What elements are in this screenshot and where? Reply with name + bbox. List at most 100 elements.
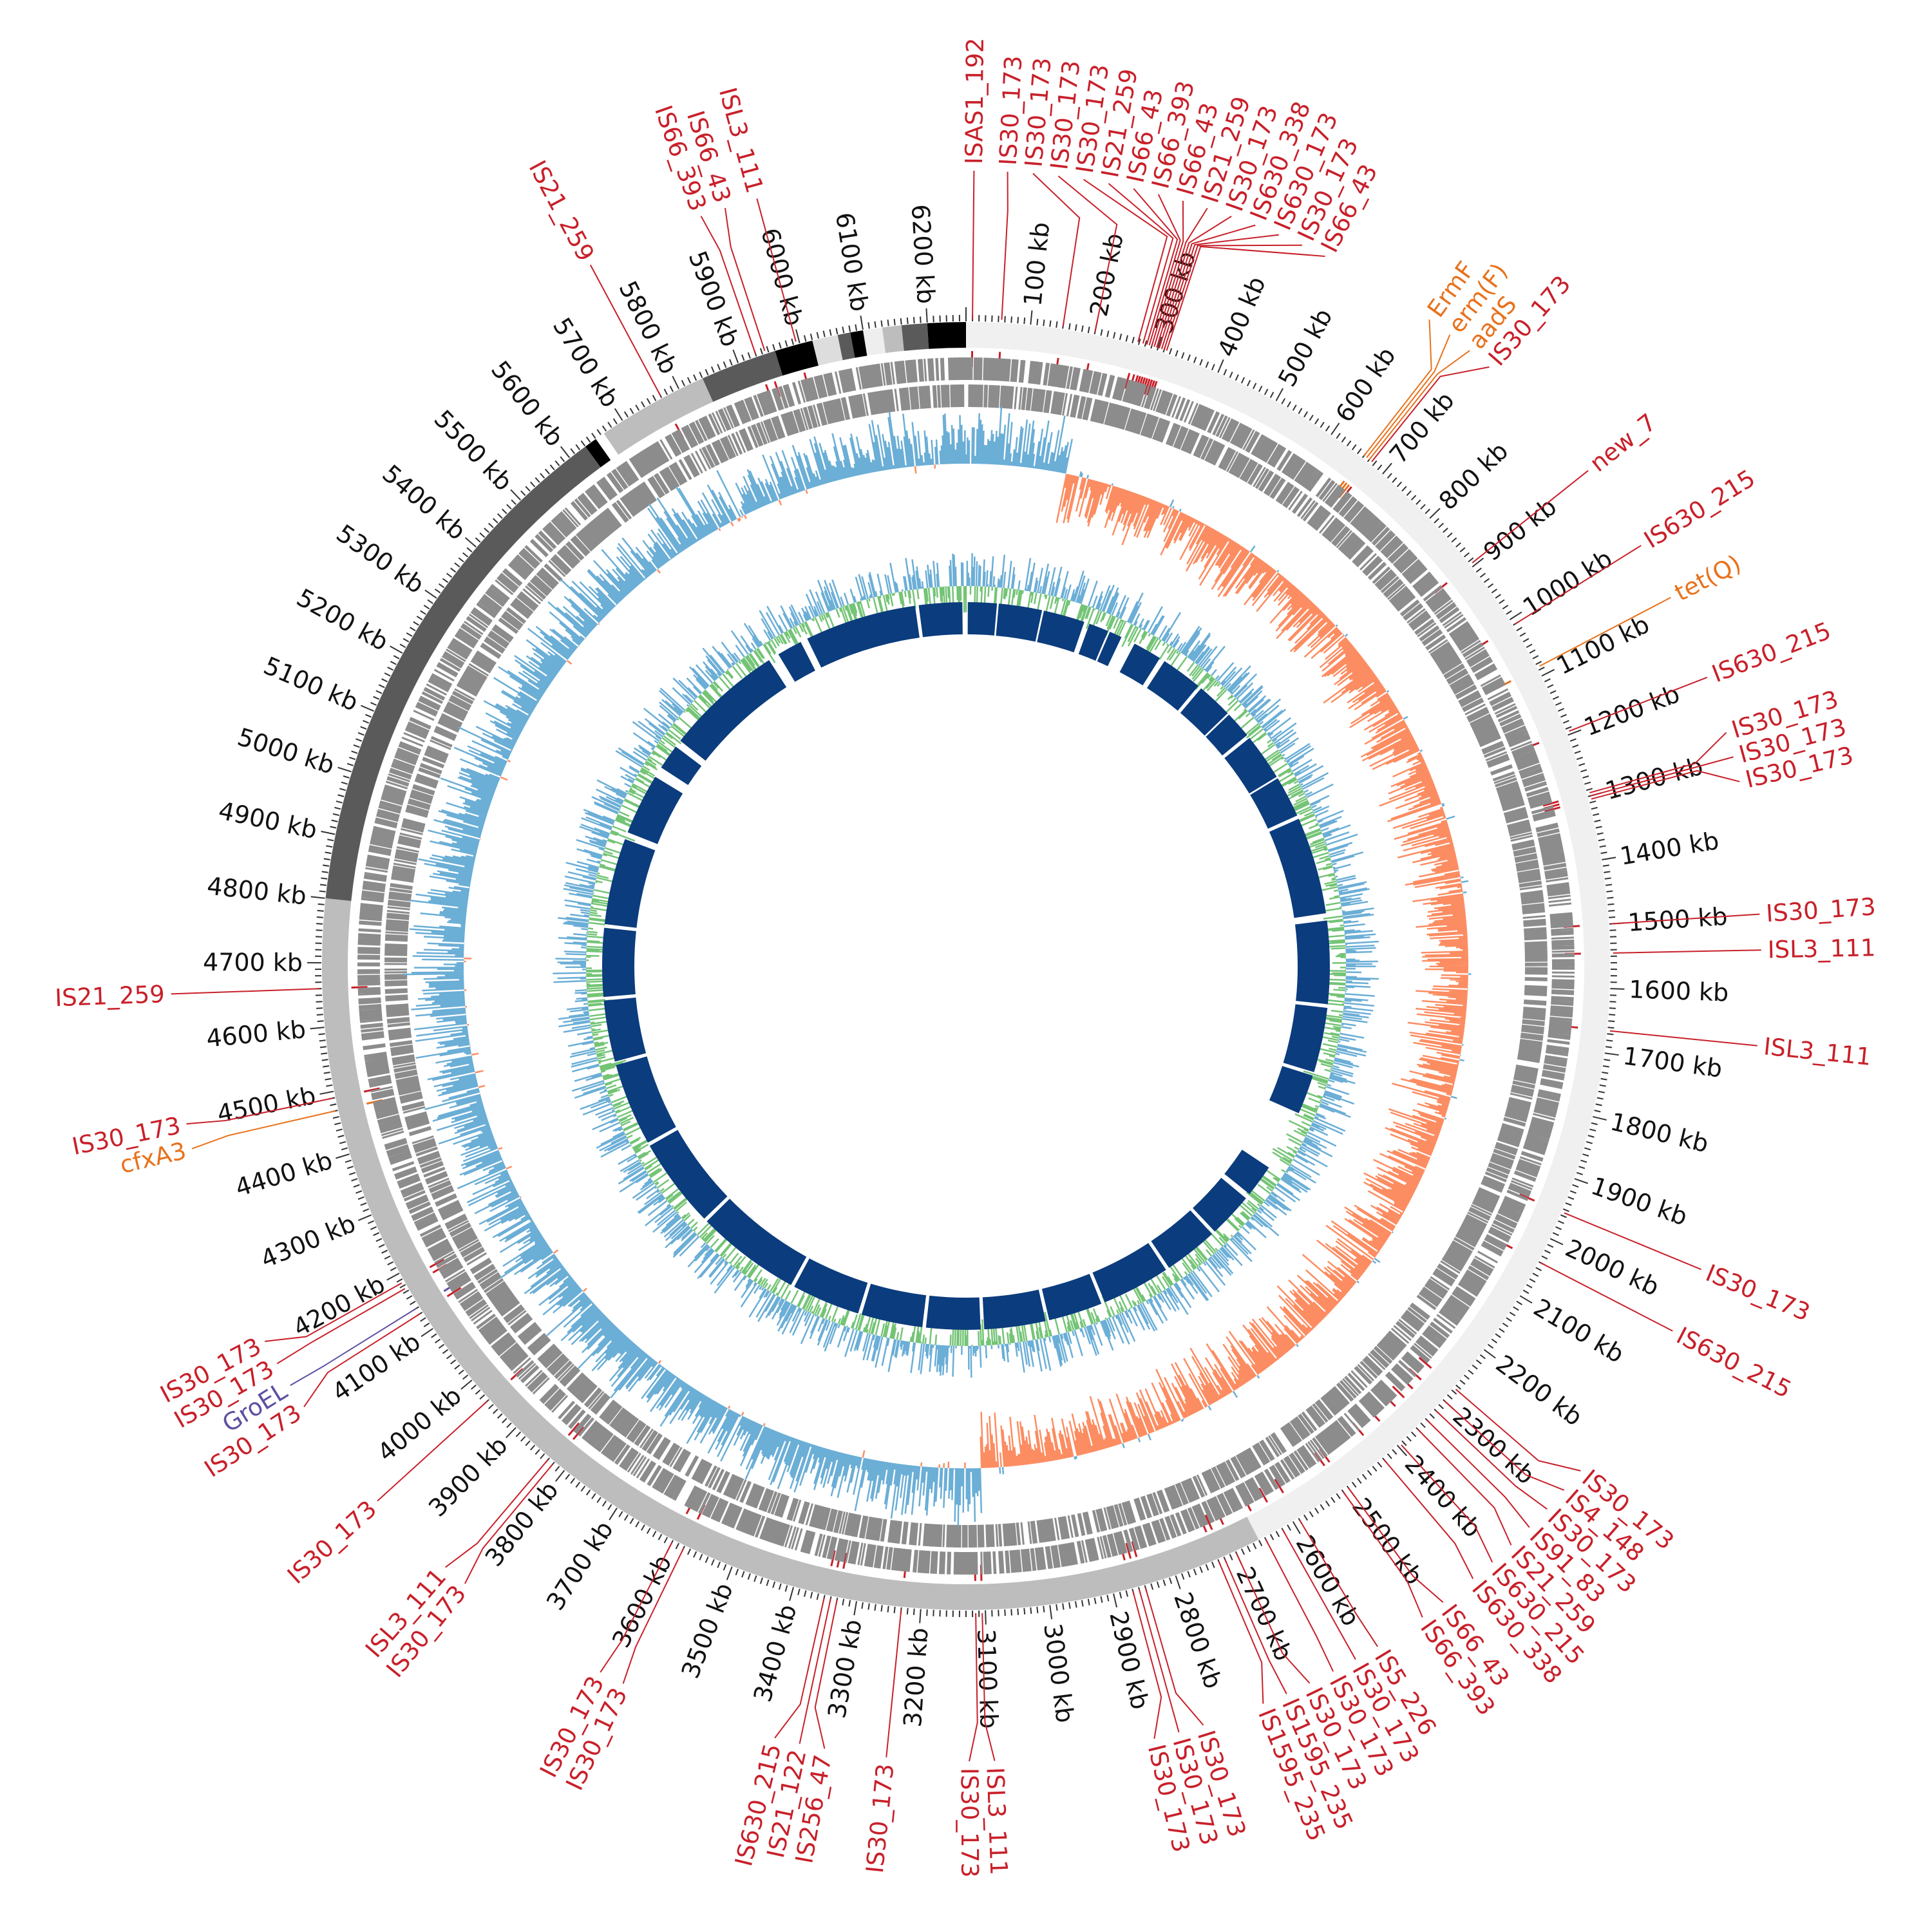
gc-skew-negative [464, 463, 1469, 1469]
scale-tick-label: 500 kb [1273, 304, 1338, 392]
feature-leader-line [1160, 234, 1279, 350]
synteny-block [1180, 688, 1228, 736]
feature-leader-line [1132, 1591, 1162, 1739]
feature-mark [1418, 1356, 1432, 1369]
scale-tick-label: 2000 kb [1561, 1234, 1663, 1302]
scale-tick-label: 4400 kb [232, 1146, 336, 1202]
feature-mark [830, 1550, 836, 1567]
feature-leader-line [1366, 334, 1451, 459]
scale-tick-label: 1000 kb [1518, 544, 1617, 621]
feature-leader-line [1371, 366, 1490, 462]
synteny-block [1037, 611, 1084, 652]
scale-tick-label: 4100 kb [327, 1327, 426, 1407]
feature-leader-line [265, 1282, 402, 1342]
feature-leader-line [1444, 1401, 1565, 1491]
feature-leader-line [724, 207, 766, 352]
scale-tick-label: 6000 kb [755, 225, 808, 329]
synteny-block [996, 603, 1043, 642]
contig-segment [812, 335, 843, 366]
synteny-block [1151, 1210, 1213, 1268]
scale-tick-label: 2100 kb [1529, 1293, 1629, 1368]
feature-leader-line [377, 1401, 488, 1502]
scale-tick-label: 5200 kb [292, 583, 393, 657]
feature-label: IS30_173 [1765, 893, 1877, 927]
feature-leader-line [1153, 207, 1208, 347]
scale-tick-label: 1400 kb [1618, 826, 1721, 871]
synteny-block [1119, 643, 1160, 686]
scale-tick-label: 5400 kb [377, 459, 471, 545]
feature-leader-line [1569, 676, 1708, 732]
synteny-block [603, 998, 647, 1062]
feature-leader-line [1540, 1262, 1673, 1332]
feature-leader-line [1282, 1530, 1356, 1660]
synteny-block [706, 1198, 807, 1285]
feature-leader-line [814, 1600, 838, 1749]
feature-leader-line [969, 1613, 978, 1762]
feature-mark [1124, 372, 1131, 389]
feature-leader-line [1343, 1492, 1423, 1618]
feature-mark [573, 1426, 585, 1440]
synteny-block [1206, 714, 1247, 756]
feature-label: IS30_173 [861, 1763, 900, 1875]
synteny-block [861, 1283, 927, 1327]
feature-label: IS30_173 [994, 55, 1028, 166]
cds-reverse-strand [384, 384, 1548, 1548]
feature-leader-line [1139, 1589, 1180, 1733]
gc-skew-track [402, 406, 1472, 1526]
feature-leader-line [303, 1313, 421, 1408]
feature-leader-line [799, 1598, 831, 1744]
scale-tick-label: 5500 kb [428, 404, 518, 496]
feature-mark [1542, 800, 1559, 807]
scale-tick-label: 800 kb [1434, 437, 1514, 515]
synteny-block [794, 1258, 868, 1314]
synteny-block [778, 641, 815, 682]
scale-tick-label: 1800 kb [1607, 1107, 1711, 1158]
feature-mark [510, 1368, 524, 1381]
feature-leader-line [1083, 178, 1168, 343]
feature-mark [1144, 379, 1151, 395]
synteny-block [967, 602, 998, 636]
cds-track [357, 357, 1575, 1575]
synteny-block [602, 927, 636, 998]
synteny-block [1041, 1273, 1102, 1321]
scale-tick-label: 2200 kb [1491, 1349, 1588, 1432]
contig-segment [596, 433, 619, 460]
feature-label: ISL3_111 [1763, 1032, 1873, 1071]
scale-ticks [307, 307, 1625, 1625]
synteny-block [1146, 661, 1198, 711]
feature-leader-line [589, 264, 661, 396]
gc-content-low [586, 585, 1347, 1347]
feature-mark [1392, 1385, 1405, 1399]
feature-mark [446, 1287, 462, 1298]
scale-tick-label: 600 kb [1330, 342, 1401, 428]
synteny-block [1097, 632, 1122, 667]
feature-leader-line [276, 1288, 406, 1365]
feature-leader-line [1472, 469, 1589, 564]
feature-label: ISL3_111 [981, 1766, 1012, 1875]
scale-tick-label: 4900 kb [216, 796, 320, 844]
feature-leader-line [700, 216, 757, 354]
feature-leader-line [1133, 188, 1179, 345]
feature-leader-line [1151, 200, 1184, 346]
contig-ring [322, 322, 1611, 1610]
feature-leader-line [600, 1542, 673, 1673]
scale-tick-label: 400 kb [1212, 272, 1271, 361]
scale-tick-label: 1100 kb [1552, 610, 1654, 680]
feature-label: IS630_215 [1639, 464, 1760, 554]
scale-tick-label: 4000 kb [372, 1381, 467, 1467]
scale-tick-label: 2800 kb [1168, 1589, 1227, 1692]
feature-label: ISL3_111 [1767, 934, 1876, 963]
scale-tick-label: 5300 kb [331, 519, 429, 600]
feature-leader-line [186, 1097, 333, 1125]
contig-segment [850, 330, 867, 358]
feature-leader-line [1163, 244, 1302, 350]
gc-skew-positive [402, 406, 1472, 1526]
cds-forward-strand [357, 357, 1575, 1575]
contig-segment [775, 340, 819, 376]
contig-segment [901, 323, 929, 351]
feature-leader-line [191, 1110, 336, 1150]
feature-leader-line [171, 988, 319, 995]
scale-tick-label: 5100 kb [260, 651, 363, 717]
